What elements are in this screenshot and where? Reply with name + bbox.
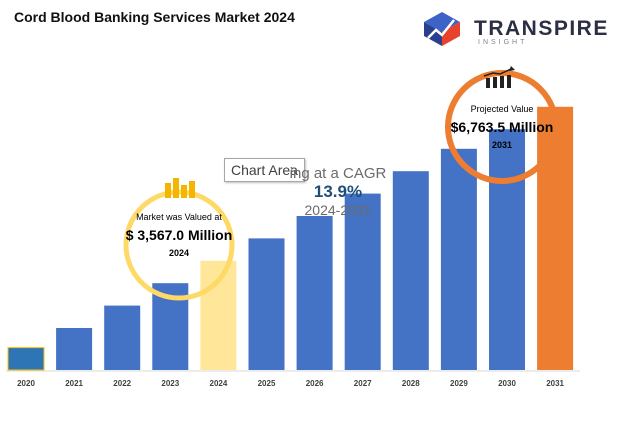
bar-2021[interactable] <box>56 328 93 370</box>
x-tick-label-2021: 2021 <box>65 379 83 388</box>
logo-subtitle: INSIGHT <box>478 39 528 46</box>
cagr-text: ing at a CAGR <box>289 165 387 182</box>
x-tick-label-2027: 2027 <box>354 379 372 388</box>
x-tick-label-2031: 2031 <box>546 379 564 388</box>
x-tick-labels: 2020 2021 2022 2023 2024 2025 2026 2027 2028 2029… <box>17 379 564 388</box>
left-annotation-label: Market was Valued at <box>136 212 222 222</box>
bar-2031[interactable] <box>537 106 574 371</box>
bar-2030[interactable] <box>489 129 525 370</box>
bar-2022[interactable] <box>104 305 141 370</box>
right-annotation-year: 2031 <box>491 140 513 150</box>
x-tick-label-2020: 2020 <box>17 379 35 388</box>
right-annotation: Projected Value $6,763.5 Million 2031 <box>440 104 564 150</box>
coins-icon <box>165 178 195 198</box>
left-annotation-year: 2024 <box>168 248 190 258</box>
chart-area-tooltip: Chart Area <box>224 158 305 182</box>
x-tick-label-2026: 2026 <box>306 379 324 388</box>
cagr-value: 13.9% <box>313 182 363 201</box>
growth-chart-icon <box>483 66 515 88</box>
cagr-callout: ing at a CAGR 13.9% 2024-2031 <box>268 165 408 219</box>
bars-group <box>7 106 574 371</box>
left-annotation-value: $ 3,567.0 Million <box>125 227 233 243</box>
x-tick-label-2025: 2025 <box>258 379 276 388</box>
bar-2025[interactable] <box>248 238 285 370</box>
x-tick-label-2023: 2023 <box>161 379 179 388</box>
x-tick-label-2029: 2029 <box>450 379 468 388</box>
bar-2028[interactable] <box>392 171 429 370</box>
bar-2027[interactable] <box>344 193 381 370</box>
logo-wordmark: TRANSPIRE <box>474 17 609 40</box>
chart-title: Cord Blood Banking Services Market 2024 <box>14 9 295 25</box>
x-tick-label-2030: 2030 <box>498 379 516 388</box>
x-tick-label-2022: 2022 <box>113 379 131 388</box>
logo-mark-icon <box>424 12 460 46</box>
cagr-period: 2024-2031 <box>304 202 372 218</box>
right-annotation-value: $6,763.5 Million <box>450 119 554 135</box>
left-annotation: Market was Valued at $ 3,567.0 Million 2… <box>120 212 238 258</box>
bar-2020[interactable] <box>7 347 45 371</box>
bar-2026[interactable] <box>296 216 333 370</box>
transpire-logo: TRANSPIRE INSIGHT <box>420 8 610 50</box>
right-annotation-label: Projected Value <box>470 104 534 114</box>
x-tick-label-2028: 2028 <box>402 379 420 388</box>
x-tick-label-2024: 2024 <box>210 379 228 388</box>
bar-2029[interactable] <box>440 148 477 370</box>
